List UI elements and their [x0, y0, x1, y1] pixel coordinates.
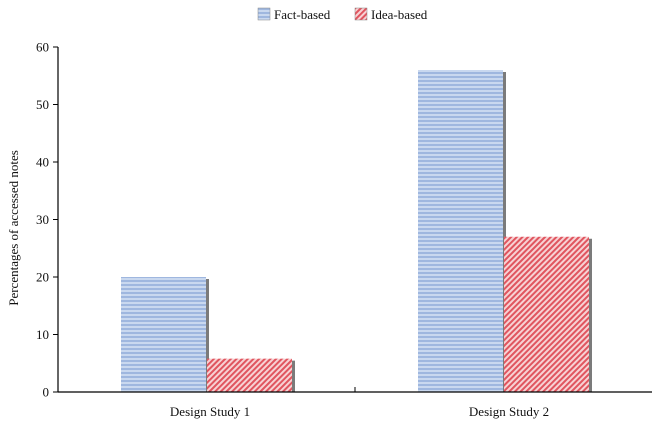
legend-label-fact-based: Fact-based — [274, 7, 331, 22]
bar-fact-based-2 — [418, 70, 503, 392]
legend-label-idea-based: Idea-based — [371, 7, 428, 22]
bar-idea-based-2 — [504, 236, 589, 392]
x-category-label: Design Study 1 — [170, 404, 250, 419]
y-tick-label: 30 — [36, 212, 49, 227]
bars — [121, 70, 592, 392]
x-axis-category-labels: Design Study 1 Design Study 2 — [170, 404, 549, 419]
y-tick-label: 40 — [36, 155, 49, 170]
x-category-label: Design Study 2 — [469, 404, 549, 419]
y-axis-ticks: 0 10 20 30 40 50 60 — [36, 40, 58, 400]
bar-idea-based-1 — [207, 358, 292, 392]
y-axis-label: Percentages of accessed notes — [6, 150, 21, 306]
legend: Fact-based Idea-based — [257, 7, 428, 22]
y-tick-label: 50 — [36, 97, 49, 112]
y-tick-label: 60 — [36, 40, 49, 55]
axes — [57, 47, 652, 393]
bar-fact-based-1 — [121, 277, 206, 392]
legend-swatch-idea-based — [354, 7, 368, 21]
y-tick-label: 10 — [36, 327, 49, 342]
y-tick-label: 20 — [36, 270, 49, 285]
y-axis-label-group: Percentages of accessed notes — [6, 150, 21, 306]
legend-swatch-fact-based — [257, 7, 271, 21]
y-tick-label: 0 — [43, 385, 50, 400]
